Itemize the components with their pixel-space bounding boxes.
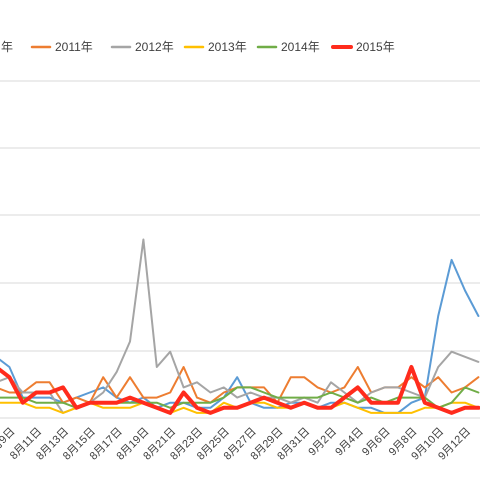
x-tick-label: 9月4日	[333, 426, 366, 459]
legend-label: 2014年	[281, 40, 320, 54]
x-tick-label: 9月6日	[360, 426, 393, 459]
legend-label: 2015年	[356, 40, 395, 54]
legend: 年 2011年 2012年 2013年 2014年 2015年	[1, 40, 395, 54]
legend-label: 2012年	[135, 40, 174, 54]
gridlines	[0, 80, 480, 419]
legend-label: 2013年	[208, 40, 247, 54]
x-axis-tick-labels: 8月9日8月11日8月13日8月15日8月17日8月19日8月21日8月23日8…	[0, 426, 473, 463]
legend-label: 年	[1, 40, 13, 54]
series-line-5	[0, 365, 480, 415]
x-tick-label: 9月2日	[306, 426, 339, 459]
series-lines	[0, 238, 480, 415]
legend-label: 2011年	[55, 40, 93, 54]
